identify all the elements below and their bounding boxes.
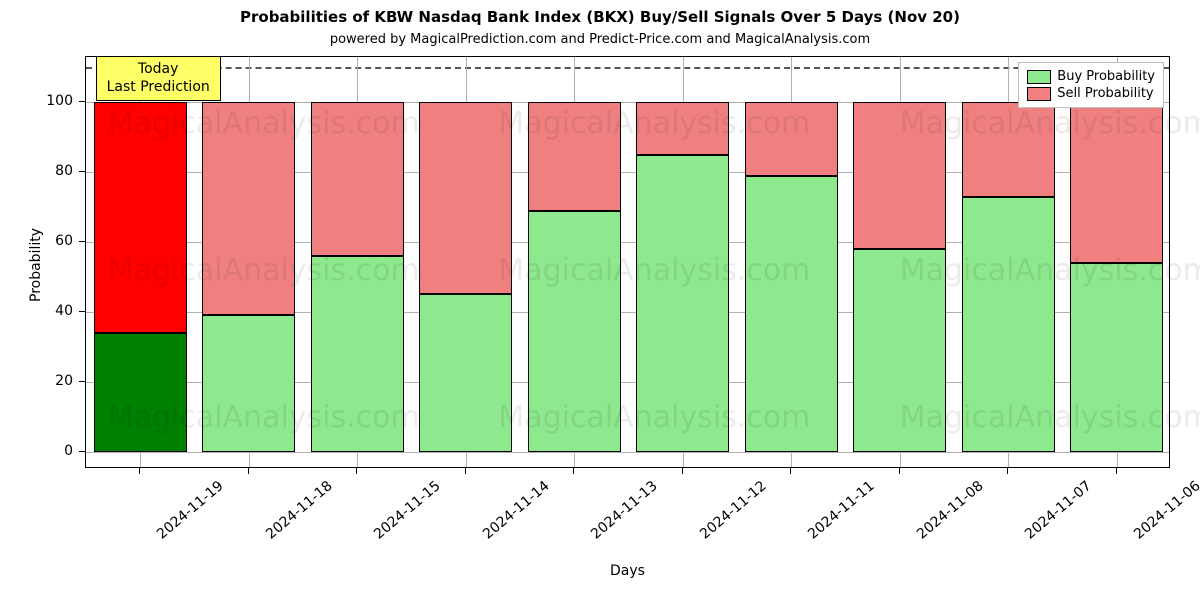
bar-buy bbox=[94, 333, 187, 452]
xtick-label: 2024-11-15 bbox=[371, 478, 444, 543]
bar-buy bbox=[202, 315, 295, 451]
legend-entry-sell: Sell Probability bbox=[1027, 86, 1155, 101]
y-axis-title: Probability bbox=[28, 228, 44, 302]
bar-sell bbox=[1070, 102, 1163, 263]
ytick-label: 100 bbox=[43, 93, 73, 109]
ytick-mark bbox=[79, 241, 85, 242]
bar-buy bbox=[419, 294, 512, 451]
ytick-mark bbox=[79, 311, 85, 312]
bar-sell bbox=[419, 102, 512, 294]
xtick-mark bbox=[899, 468, 900, 474]
chart-subtitle: powered by MagicalPrediction.com and Pre… bbox=[0, 32, 1200, 47]
xtick-mark bbox=[356, 468, 357, 474]
bar-buy bbox=[636, 155, 729, 452]
xtick-label: 2024-11-07 bbox=[1022, 478, 1095, 543]
bar-sell bbox=[94, 102, 187, 332]
xtick-mark bbox=[1116, 468, 1117, 474]
chart-title: Probabilities of KBW Nasdaq Bank Index (… bbox=[0, 8, 1200, 26]
legend-swatch-sell bbox=[1027, 87, 1051, 101]
xtick-label: 2024-11-13 bbox=[588, 478, 661, 543]
xtick-mark bbox=[465, 468, 466, 474]
legend-swatch-buy bbox=[1027, 70, 1051, 84]
xtick-label: 2024-11-11 bbox=[805, 478, 878, 543]
bar-sell bbox=[636, 102, 729, 154]
bar-buy bbox=[311, 256, 404, 452]
bar-sell bbox=[202, 102, 295, 315]
bar-buy bbox=[1070, 263, 1163, 452]
legend-entry-buy: Buy Probability bbox=[1027, 69, 1155, 84]
bar-buy bbox=[962, 197, 1055, 452]
ytick-mark bbox=[79, 381, 85, 382]
callout-line-2: Last Prediction bbox=[107, 79, 210, 97]
legend-label-sell: Sell Probability bbox=[1057, 86, 1153, 101]
ytick-mark bbox=[79, 101, 85, 102]
xtick-mark bbox=[790, 468, 791, 474]
x-axis-title: Days bbox=[85, 563, 1170, 579]
xtick-mark bbox=[139, 468, 140, 474]
legend-label-buy: Buy Probability bbox=[1057, 69, 1155, 84]
xtick-mark bbox=[1007, 468, 1008, 474]
ytick-mark bbox=[79, 171, 85, 172]
xtick-label: 2024-11-19 bbox=[154, 478, 227, 543]
ytick-label: 60 bbox=[43, 233, 73, 249]
today-callout: TodayLast Prediction bbox=[96, 56, 221, 101]
xtick-label: 2024-11-08 bbox=[914, 478, 987, 543]
bar-sell bbox=[962, 102, 1055, 196]
xtick-label: 2024-11-14 bbox=[480, 478, 553, 543]
xtick-label: 2024-11-12 bbox=[697, 478, 770, 543]
ytick-label: 0 bbox=[43, 443, 73, 459]
bar-sell bbox=[853, 102, 946, 249]
bar-sell bbox=[311, 102, 404, 256]
bar-sell bbox=[528, 102, 621, 210]
xtick-mark bbox=[248, 468, 249, 474]
ytick-label: 40 bbox=[43, 303, 73, 319]
bar-buy bbox=[853, 249, 946, 452]
bar-sell bbox=[745, 102, 838, 175]
figure: Probabilities of KBW Nasdaq Bank Index (… bbox=[0, 0, 1200, 600]
ytick-label: 80 bbox=[43, 163, 73, 179]
legend: Buy Probability Sell Probability bbox=[1018, 62, 1164, 108]
xtick-label: 2024-11-06 bbox=[1131, 478, 1200, 543]
bar-buy bbox=[745, 176, 838, 452]
xtick-mark bbox=[573, 468, 574, 474]
xtick-label: 2024-11-18 bbox=[263, 478, 336, 543]
ytick-mark bbox=[79, 451, 85, 452]
xtick-mark bbox=[682, 468, 683, 474]
plot-area: MagicalAnalysis.comMagicalAnalysis.comMa… bbox=[85, 56, 1170, 468]
callout-line-1: Today bbox=[107, 61, 210, 79]
bar-buy bbox=[528, 211, 621, 452]
ytick-label: 20 bbox=[43, 373, 73, 389]
